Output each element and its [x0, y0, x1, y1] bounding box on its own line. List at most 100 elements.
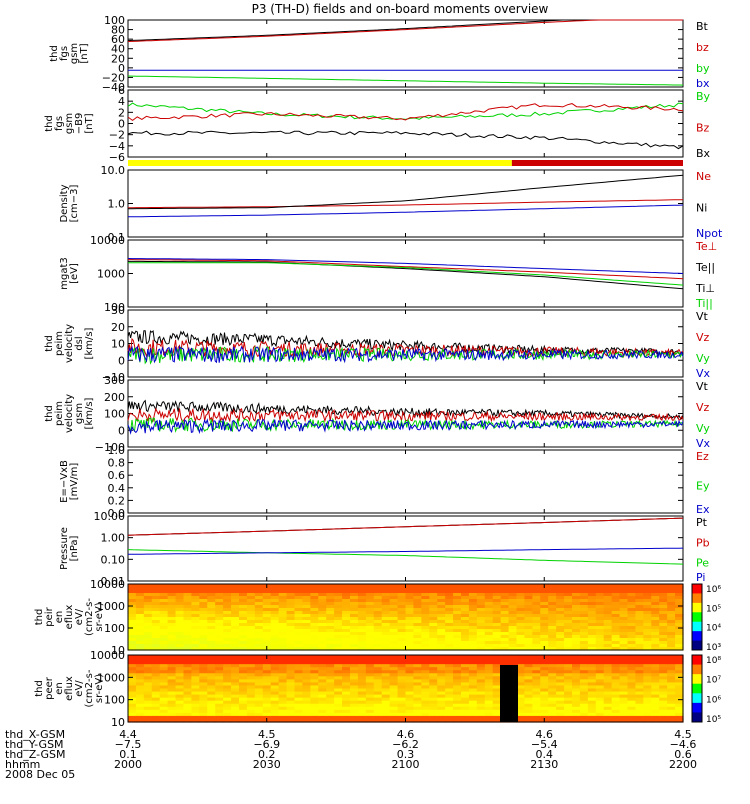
spectrogram-cell — [659, 596, 668, 600]
spectrogram-cell — [239, 700, 248, 705]
spectrogram-cell — [564, 641, 573, 645]
spectrogram-cell — [381, 682, 391, 687]
spectrogram-cell — [365, 712, 375, 717]
spectrogram-cell — [461, 638, 470, 642]
spectrogram-cell — [143, 664, 153, 668]
spectrogram-cell — [603, 685, 613, 690]
spectrogram-cell — [135, 673, 145, 677]
spectrogram-cell — [326, 697, 335, 702]
spectrogram-cell — [151, 608, 161, 612]
spectrogram-cell — [476, 647, 486, 651]
spectrogram-cell — [199, 673, 208, 677]
spectrogram-cell — [524, 587, 533, 591]
spectrogram-cell — [334, 673, 343, 677]
spectrogram-cell — [334, 658, 343, 662]
spectrogram-cell — [357, 644, 367, 648]
spectrogram-cell — [603, 587, 613, 591]
spectrogram-cell — [445, 685, 454, 690]
spectrogram-cell — [603, 691, 613, 696]
spectrogram-cell — [199, 641, 208, 645]
spectrogram-cell — [207, 661, 216, 665]
spectrogram-cell — [278, 644, 288, 648]
spectrogram-cell — [453, 632, 462, 636]
spectrogram-cell — [564, 647, 573, 651]
ephemeris-value: 0.3 — [397, 748, 415, 761]
spectrogram-cell — [524, 682, 533, 687]
spectrogram-cell — [215, 658, 224, 662]
spectrogram-cell — [579, 676, 589, 680]
spectrogram-cell — [572, 599, 581, 603]
series-pi — [128, 547, 684, 555]
spectrogram-cell — [611, 658, 621, 662]
spectrogram-cell — [643, 712, 652, 717]
spectrogram-cell — [278, 679, 288, 684]
spectrogram-cell — [667, 694, 676, 699]
spectrogram-cell — [294, 608, 304, 612]
spectrogram-cell — [524, 694, 533, 699]
y-axis-label: gsm — [69, 43, 80, 64]
spectrogram-cell — [405, 608, 415, 612]
spectrogram-cell — [310, 599, 319, 603]
spectrogram-cell — [199, 715, 208, 720]
spectrogram-cell — [540, 617, 549, 621]
spectrogram-cell — [326, 718, 335, 723]
spectrogram-cell — [579, 611, 589, 615]
spectrogram-cell — [611, 685, 621, 690]
spectrogram-cell — [254, 605, 264, 609]
spectrogram-cell — [500, 635, 510, 639]
spectrogram-cell — [397, 617, 407, 621]
spectrogram-cell — [405, 703, 415, 708]
spectrogram-cell — [468, 617, 478, 621]
spectrogram-cell — [389, 688, 399, 693]
spectrogram-cell — [318, 644, 327, 648]
spectrogram-cell — [500, 593, 510, 597]
spectrogram-cell — [381, 617, 391, 621]
spectrogram-cell — [239, 664, 248, 668]
spectrogram-cell — [675, 706, 684, 711]
spectrogram-cell — [199, 626, 208, 630]
spectrogram-cell — [595, 697, 605, 702]
spectrogram-cell — [540, 694, 549, 699]
y-axis-label: en — [54, 611, 65, 624]
spectrogram-cell — [334, 614, 343, 618]
spectrogram-cell — [572, 590, 581, 594]
spectrogram-cell — [627, 688, 637, 693]
spectrogram-cell — [365, 587, 375, 591]
spectrogram-cell — [675, 682, 684, 687]
spectrogram-cell — [675, 670, 684, 674]
spectrogram-cell — [286, 673, 296, 677]
spectrogram-cell — [437, 697, 446, 702]
spectrogram-cell — [215, 638, 224, 642]
spectrogram-cell — [318, 667, 327, 671]
spectrogram-cell — [659, 593, 668, 597]
spectrogram-cell — [294, 602, 304, 606]
spectrogram-cell — [516, 623, 526, 627]
spectrogram-cell — [643, 647, 652, 651]
spectrogram-cell — [262, 694, 272, 699]
spectrogram-cell — [627, 682, 637, 687]
spectrogram-cell — [350, 611, 359, 615]
spectrogram-cell — [524, 718, 533, 723]
spectrogram-cell — [437, 673, 446, 677]
spectrogram-cell — [223, 706, 232, 711]
spectrogram-cell — [389, 670, 399, 674]
spectrogram-cell — [397, 641, 407, 645]
y-tick-label: 40 — [111, 43, 125, 56]
spectrogram-cell — [135, 611, 145, 615]
spectrogram-cell — [270, 706, 280, 711]
spectrogram-cell — [143, 611, 153, 615]
spectrogram-cell — [524, 679, 533, 684]
spectrogram-cell — [595, 715, 605, 720]
spectrogram-cell — [445, 700, 454, 705]
spectrogram-cell — [397, 655, 407, 659]
spectrogram-cell — [151, 641, 161, 645]
spectrogram-cell — [667, 632, 676, 636]
spectrogram-cell — [135, 632, 145, 636]
spectrogram-cell — [675, 685, 684, 690]
spectrogram-cell — [437, 655, 446, 659]
spectrogram-cell — [334, 632, 343, 636]
spectrogram-cell — [484, 602, 494, 606]
legend-bx: Bx — [696, 147, 711, 160]
ephemeris-value: −4.6 — [670, 738, 697, 751]
spectrogram-cell — [239, 584, 248, 588]
